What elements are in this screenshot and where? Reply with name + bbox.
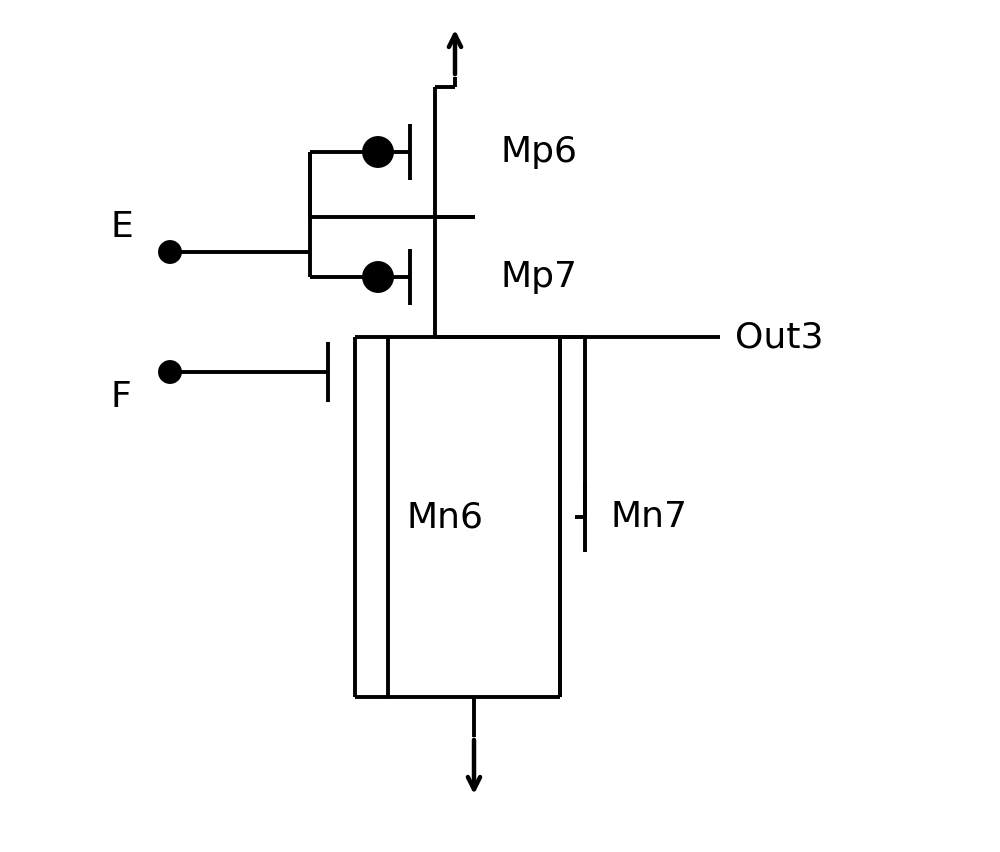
Text: Mn6: Mn6 (406, 500, 484, 534)
Text: Mp6: Mp6 (500, 135, 577, 169)
Circle shape (160, 362, 180, 382)
Text: F: F (110, 380, 131, 414)
Text: Mn7: Mn7 (610, 500, 687, 534)
Circle shape (364, 263, 392, 291)
Circle shape (364, 138, 392, 166)
Circle shape (160, 242, 180, 262)
Text: Out3: Out3 (735, 320, 824, 354)
Text: Mp7: Mp7 (500, 260, 577, 294)
Text: E: E (110, 210, 133, 244)
